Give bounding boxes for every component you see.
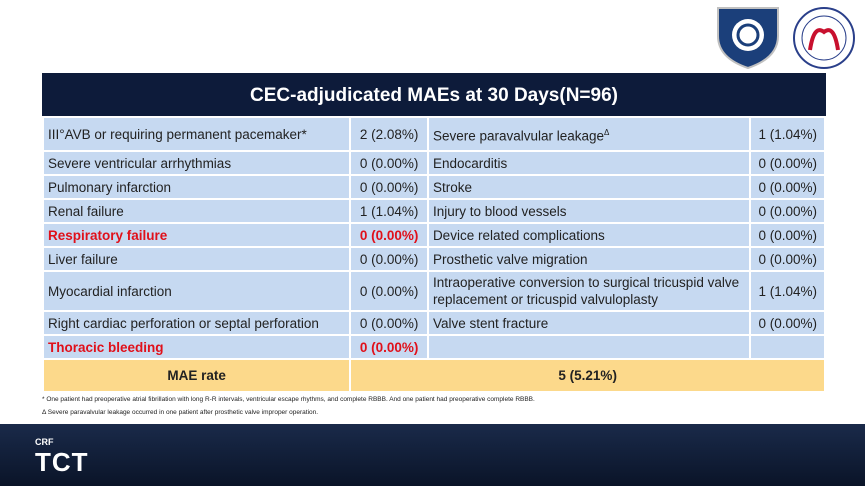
label-cell: Liver failure: [41, 246, 352, 272]
footnote: Δ Severe paravalvular leakage occurred i…: [42, 409, 319, 416]
value-cell: 0 (0.00%): [349, 246, 429, 272]
value-cell: 1 (1.04%): [349, 198, 429, 224]
table-title: CEC-adjudicated MAEs at 30 Days(N=96): [42, 73, 826, 116]
label-cell: Renal failure: [41, 198, 352, 224]
table-row: Pulmonary infarction 0 (0.00%) Stroke 0 (0.…: [41, 174, 826, 200]
label-cell: Injury to blood vessels: [426, 198, 752, 224]
summary-row: MAE rate 5 (5.21%): [41, 358, 826, 393]
label-cell: Right cardiac perforation or septal perf…: [41, 310, 352, 336]
value-cell: 1 (1.04%): [749, 270, 826, 312]
table-row: Myocardial infarction 0 (0.00%) Intraopera…: [41, 270, 826, 312]
cell-text: Severe paravalvular leakage: [432, 128, 605, 144]
value-cell: 0 (0.00%): [349, 222, 429, 248]
value-cell: 2 (2.08%): [349, 116, 429, 152]
value-cell: 0 (0.00%): [749, 198, 826, 224]
table-row: Thoracic bleeding 0 (0.00%): [41, 334, 826, 360]
table-row: III°AVB or requiring permanent pacemaker…: [41, 116, 826, 152]
value-cell: 0 (0.00%): [749, 246, 826, 272]
table-row: Respiratory failure 0 (0.00%) Device relat…: [41, 222, 826, 248]
summary-value: 5 (5.21%): [349, 358, 826, 393]
label-cell: Thoracic bleeding: [41, 334, 352, 360]
label-cell: Severe ventricular arrhythmias: [41, 150, 352, 176]
value-cell: 0 (0.00%): [749, 174, 826, 200]
value-cell: 0 (0.00%): [349, 174, 429, 200]
label-cell: Stroke: [426, 174, 752, 200]
value-cell: 1 (1.04%): [749, 116, 826, 152]
value-cell: [749, 334, 826, 360]
mae-table: III°AVB or requiring permanent pacemaker…: [41, 116, 826, 393]
label-cell: Respiratory failure: [41, 222, 352, 248]
value-cell: 0 (0.00%): [349, 270, 429, 312]
cell-mark: Δ: [604, 127, 610, 137]
table-row: Right cardiac perforation or septal perf…: [41, 310, 826, 336]
label-cell: III°AVB or requiring permanent pacemaker…: [41, 116, 352, 152]
table-row: Liver failure 0 (0.00%) Prosthetic valve m…: [41, 246, 826, 272]
value-cell: 0 (0.00%): [749, 310, 826, 336]
table-row: Severe ventricular arrhythmias 0 (0.00%) E…: [41, 150, 826, 176]
label-cell: Intraoperative conversion to surgical tr…: [426, 270, 752, 312]
value-cell: 0 (0.00%): [749, 150, 826, 176]
label-cell: Valve stent fracture: [426, 310, 752, 336]
value-cell: 0 (0.00%): [349, 150, 429, 176]
value-cell: 0 (0.00%): [749, 222, 826, 248]
label-cell: Endocarditis: [426, 150, 752, 176]
label-cell: Prosthetic valve migration: [426, 246, 752, 272]
footer-brand: CRF: [35, 437, 54, 447]
value-cell: 0 (0.00%): [349, 334, 429, 360]
logos: [717, 7, 855, 70]
value-cell: 0 (0.00%): [349, 310, 429, 336]
label-cell: Myocardial infarction: [41, 270, 352, 312]
label-cell: Severe paravalvular leakageΔ: [426, 116, 752, 152]
label-cell: Pulmonary infarction: [41, 174, 352, 200]
label-cell: [426, 334, 752, 360]
footer-logo: TCT: [35, 447, 89, 477]
label-cell: Device related complications: [426, 222, 752, 248]
footnote: * One patient had preoperative atrial fi…: [42, 396, 535, 403]
table-row: Renal failure 1 (1.04%) Injury to blood ve…: [41, 198, 826, 224]
summary-label: MAE rate: [41, 358, 352, 393]
footer-band: [0, 424, 865, 486]
